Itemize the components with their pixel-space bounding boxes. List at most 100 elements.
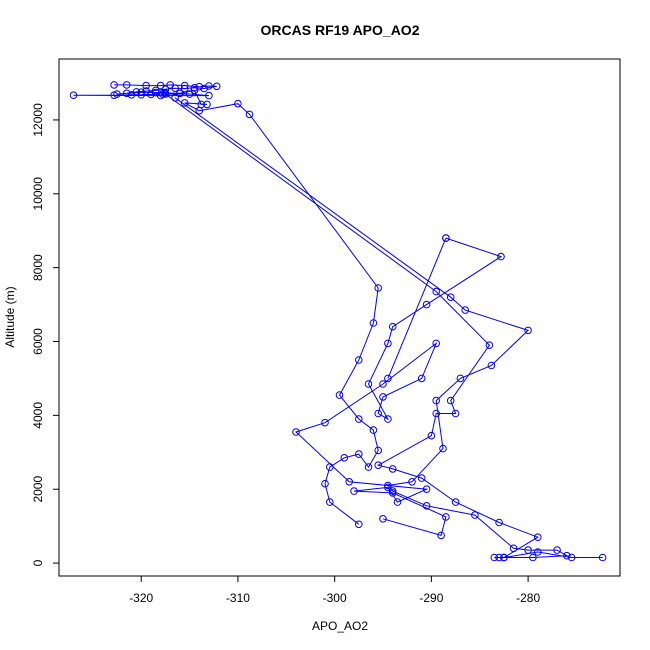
x-axis: -320 -310 -300 -290 -280 [129, 576, 540, 605]
data-point [245, 110, 254, 119]
data-point [171, 94, 179, 102]
data-point [180, 84, 189, 93]
data-point [485, 341, 494, 350]
data-point [156, 81, 165, 90]
data-point [417, 474, 426, 482]
data-point [374, 461, 383, 470]
y-tick-label: 10000 [31, 177, 45, 211]
data-point [369, 319, 378, 327]
data-point [195, 82, 204, 91]
series-layer [69, 81, 607, 562]
data-point [326, 498, 334, 506]
data-point [437, 531, 445, 540]
data-point [563, 551, 571, 560]
data-point [427, 431, 436, 440]
data-point [321, 479, 329, 488]
data-point [379, 393, 387, 401]
data-point [176, 89, 184, 98]
data-point [321, 418, 329, 427]
data-point [374, 409, 383, 418]
data-point [379, 515, 387, 523]
data-point [195, 106, 204, 115]
x-tick-label: -300 [323, 591, 347, 605]
x-tick-label: -290 [419, 591, 443, 605]
data-point [446, 293, 455, 302]
data-point [456, 374, 465, 383]
y-axis-label: Altitude (m) [3, 286, 17, 347]
y-axis: 0 2000 4000 6000 8000 10000 12000 [31, 103, 59, 566]
y-tick-label: 2000 [31, 476, 45, 503]
data-point [345, 478, 354, 486]
data-point [335, 391, 344, 399]
series [69, 81, 383, 529]
data-point [142, 81, 150, 90]
data-point [384, 339, 392, 348]
data-point [369, 426, 378, 434]
data-point [350, 487, 358, 495]
data-point [553, 546, 561, 554]
data-point [524, 326, 532, 335]
data-point [393, 498, 402, 506]
data-point [147, 90, 155, 99]
data-point [534, 548, 542, 556]
x-tick-label: -320 [129, 591, 153, 605]
series-line [295, 237, 503, 537]
data-point [408, 478, 416, 486]
data-point [490, 553, 499, 562]
series [171, 94, 571, 562]
chart-title: ORCAS RF19 APO_AO2 [261, 22, 420, 38]
data-point [388, 489, 397, 497]
data-point [432, 409, 441, 418]
data-point [205, 82, 213, 90]
data-point [355, 356, 363, 364]
series-line [73, 84, 379, 525]
data-point [442, 513, 450, 521]
y-tick-label: 8000 [31, 254, 45, 281]
data-point [422, 502, 431, 510]
data-point [417, 374, 426, 383]
series-line [387, 237, 447, 379]
data-point [355, 520, 363, 529]
data-point [529, 553, 537, 562]
y-tick-label: 6000 [31, 328, 45, 355]
data-point [509, 544, 518, 553]
series [161, 90, 607, 562]
data-point [439, 444, 447, 453]
data-point [384, 483, 392, 492]
data-point [451, 409, 460, 418]
data-point [384, 415, 392, 423]
data-point [497, 252, 505, 261]
data-point [471, 511, 479, 519]
data-point [122, 89, 131, 98]
data-point [442, 234, 450, 242]
data-point [161, 90, 170, 98]
data-point [432, 396, 441, 405]
data-point [122, 81, 131, 89]
data-point [355, 415, 363, 423]
series [384, 234, 450, 383]
y-tick-label: 0 [31, 559, 45, 566]
data-point [212, 82, 221, 91]
data-point [340, 454, 349, 462]
data-point [374, 284, 383, 292]
data-point [451, 498, 460, 506]
data-point [446, 396, 455, 405]
series-line [174, 97, 569, 558]
plot-frame [58, 58, 621, 577]
data-point [379, 380, 387, 388]
data-point [234, 99, 242, 108]
data-point [190, 84, 199, 92]
data-point [524, 546, 532, 554]
data-point [487, 361, 496, 370]
data-point [432, 339, 441, 348]
data-point [205, 91, 213, 100]
data-point [598, 553, 607, 562]
x-tick-label: -310 [226, 591, 250, 605]
data-point [171, 84, 179, 92]
data-point [292, 428, 300, 436]
data-point [495, 518, 503, 527]
data-point [190, 86, 199, 95]
data-point [69, 91, 78, 99]
data-point [151, 86, 160, 95]
data-point [534, 533, 542, 542]
